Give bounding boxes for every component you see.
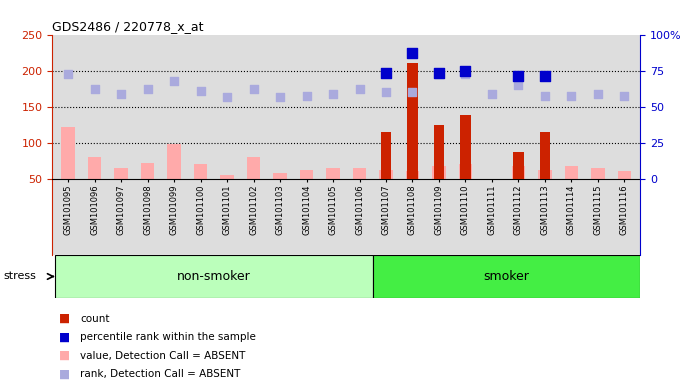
Point [460, 68, 471, 74]
Bar [513, 152, 524, 179]
Point [407, 89, 418, 95]
Point [274, 94, 285, 100]
Bar [353, 168, 366, 179]
Point [63, 71, 74, 77]
Point [89, 86, 100, 92]
Text: percentile rank within the sample: percentile rank within the sample [80, 332, 256, 342]
Bar [434, 124, 444, 179]
Text: GDS2486 / 220778_x_at: GDS2486 / 220778_x_at [52, 20, 204, 33]
Bar [300, 170, 313, 179]
Bar [539, 132, 551, 179]
Point [566, 93, 577, 99]
Point [381, 89, 392, 95]
Bar [61, 127, 74, 179]
Bar [618, 171, 631, 179]
Point [116, 91, 127, 97]
Point [434, 71, 445, 77]
Bar [326, 168, 340, 179]
Text: count: count [80, 314, 109, 324]
Bar [379, 170, 393, 179]
Bar [114, 168, 127, 179]
Bar [592, 168, 605, 179]
Text: value, Detection Call = ABSENT: value, Detection Call = ABSENT [80, 351, 246, 361]
Bar [485, 179, 498, 180]
Bar [538, 170, 551, 179]
Text: ■: ■ [59, 312, 70, 325]
Text: stress: stress [3, 271, 36, 281]
Point [301, 93, 312, 99]
Point [248, 86, 259, 92]
Bar [55, 255, 373, 298]
Bar [460, 115, 470, 179]
Bar [432, 166, 445, 179]
Point [221, 94, 232, 100]
Point [513, 73, 524, 79]
Point [539, 93, 551, 99]
Point [619, 93, 630, 99]
Bar [274, 173, 287, 179]
Bar [194, 164, 207, 179]
Bar [407, 63, 418, 179]
Bar [221, 175, 234, 179]
Bar [141, 163, 155, 179]
Text: ■: ■ [59, 331, 70, 344]
Bar [565, 166, 578, 179]
Bar [168, 144, 181, 179]
Point [460, 71, 471, 77]
Text: smoker: smoker [484, 270, 530, 283]
Text: ■: ■ [59, 349, 70, 362]
Point [168, 78, 180, 84]
Point [354, 86, 365, 92]
Bar [247, 157, 260, 179]
Bar [512, 166, 525, 179]
Bar [373, 255, 640, 298]
Point [195, 88, 206, 94]
Text: ■: ■ [59, 367, 70, 381]
Bar [381, 132, 391, 179]
Point [434, 70, 445, 76]
Text: rank, Detection Call = ABSENT: rank, Detection Call = ABSENT [80, 369, 240, 379]
Bar [406, 171, 419, 179]
Point [513, 82, 524, 88]
Point [327, 91, 338, 97]
Bar [459, 164, 472, 179]
Point [407, 50, 418, 56]
Point [381, 70, 392, 76]
Bar [88, 157, 101, 179]
Text: non-smoker: non-smoker [177, 270, 251, 283]
Point [487, 91, 498, 97]
Point [539, 73, 551, 79]
Point [142, 86, 153, 93]
Point [592, 91, 603, 97]
